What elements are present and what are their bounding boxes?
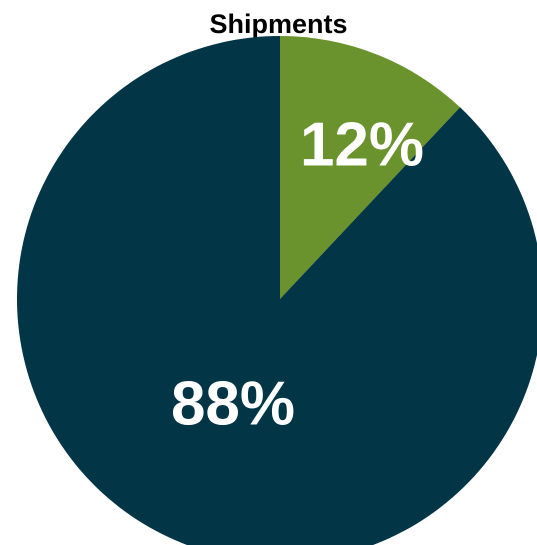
pie-slices (17, 36, 537, 545)
pie-slice-label-2: 88% (171, 370, 295, 439)
pie-slice-2 (17, 36, 537, 545)
chart-title: Shipments (209, 9, 348, 39)
pie-slice-label-1: 12% (300, 111, 424, 180)
pie-slice-1 (280, 36, 461, 299)
pie-labels: 12% 88% (171, 111, 424, 439)
